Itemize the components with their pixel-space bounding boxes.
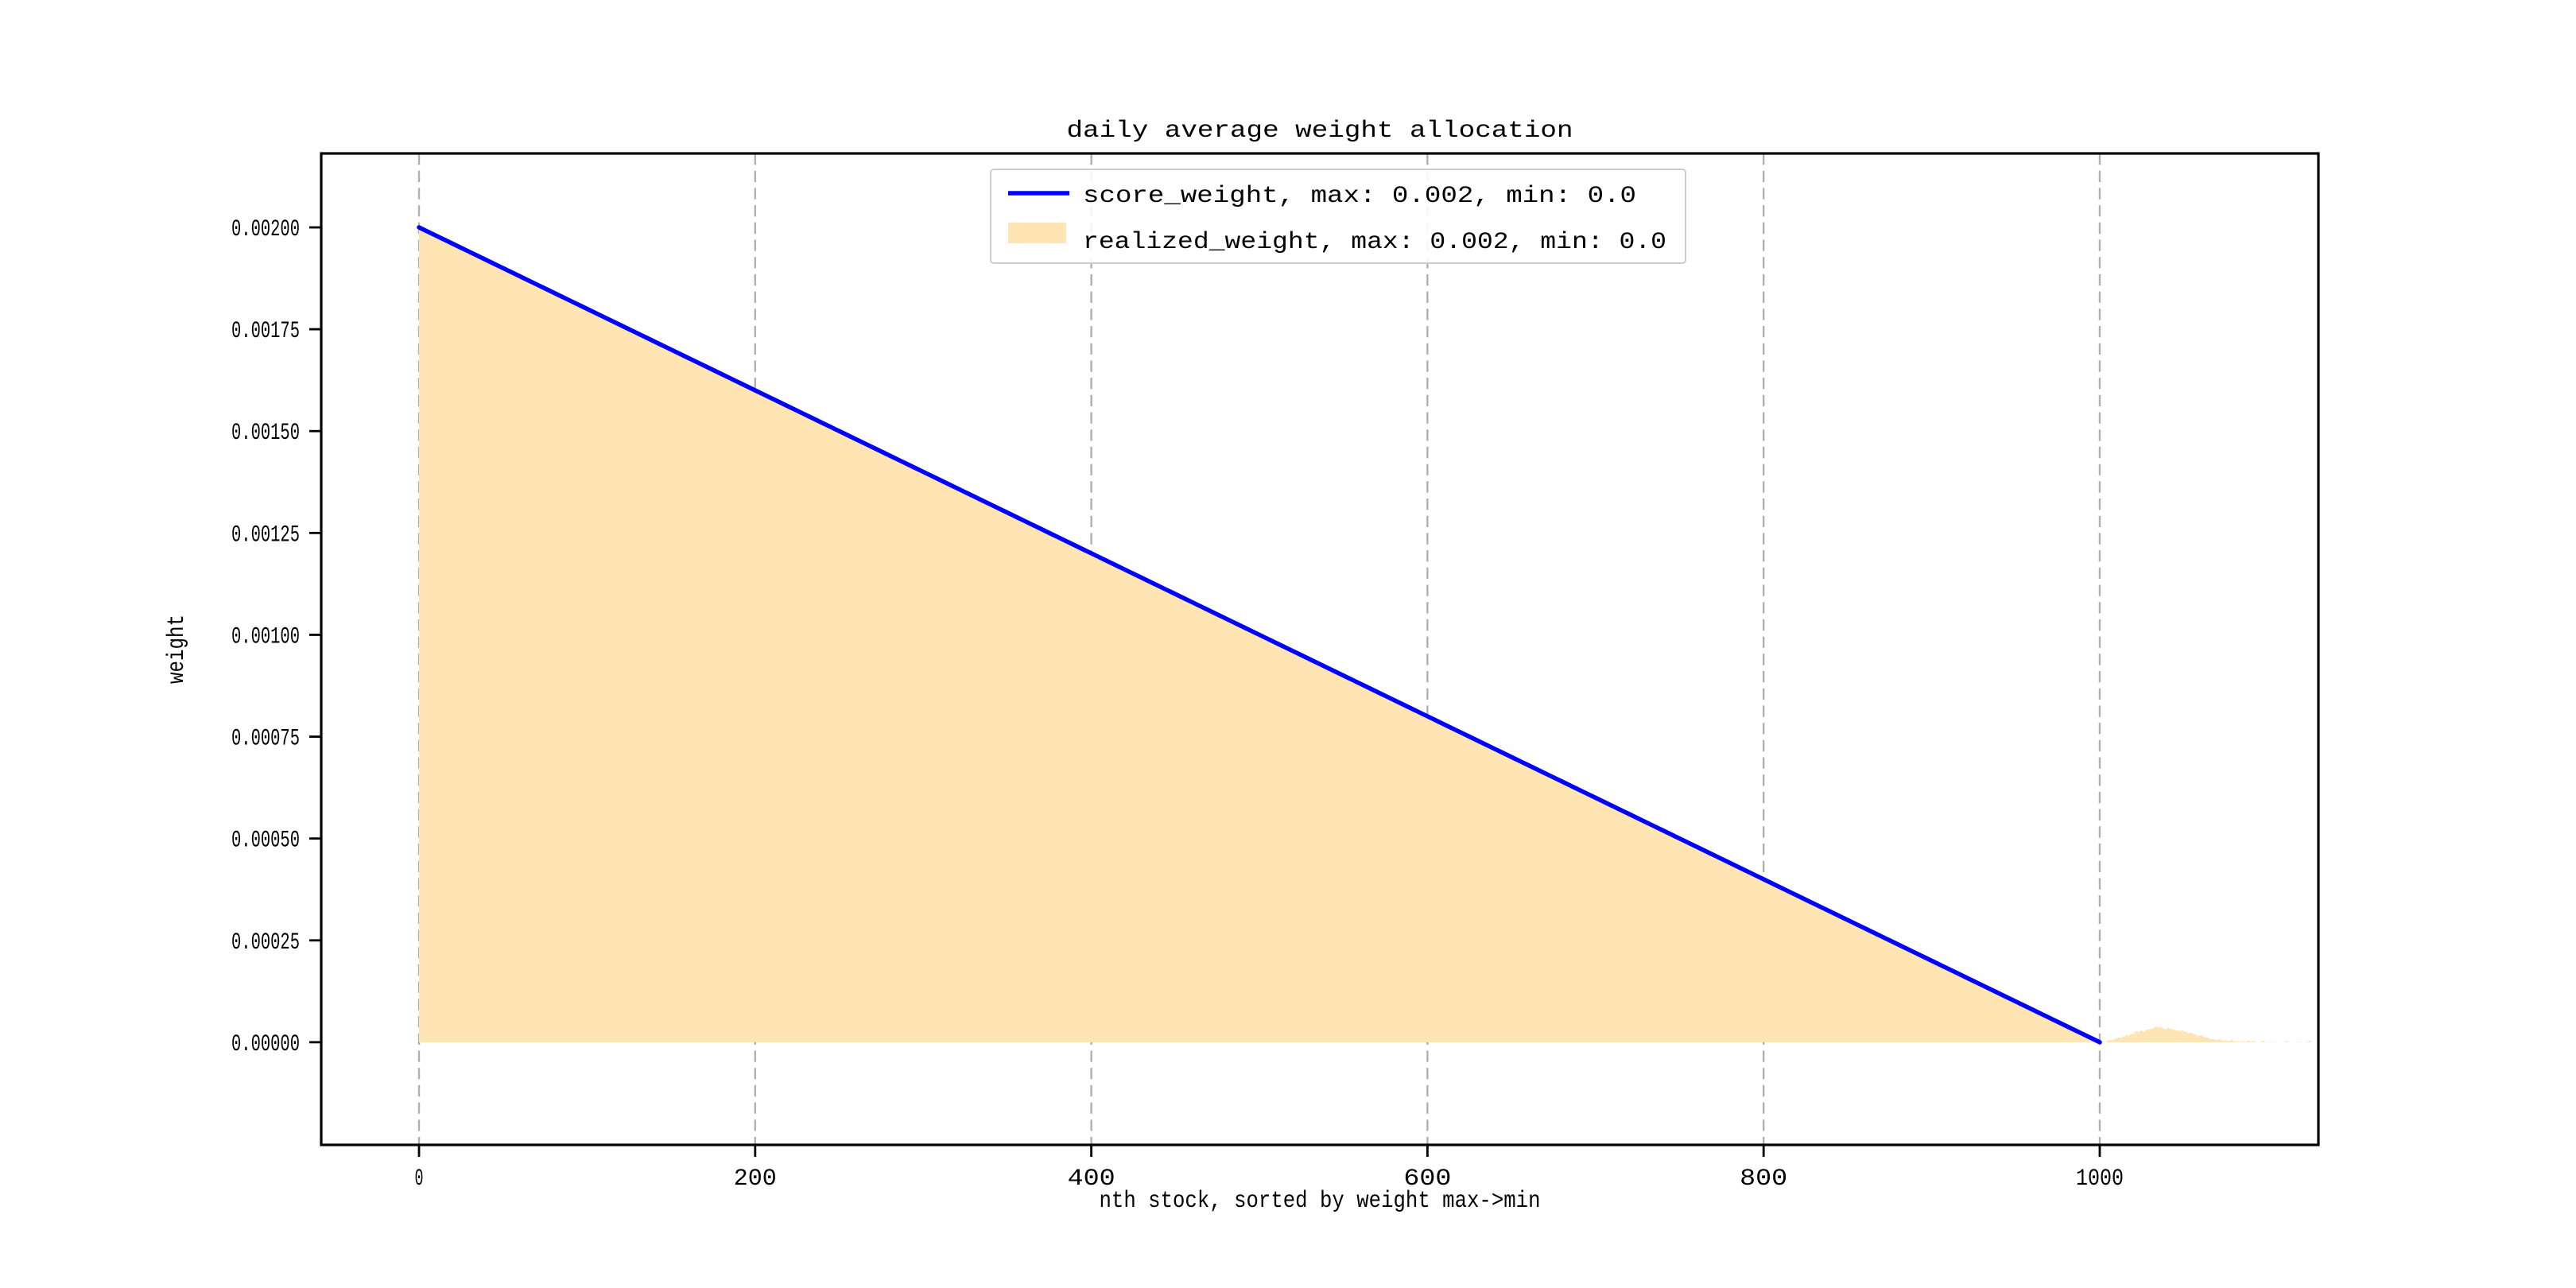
svg-text:0.00050: 0.00050 <box>231 827 300 854</box>
svg-text:0.00075: 0.00075 <box>231 725 300 752</box>
svg-text:score_weight, max: 0.002, min:: score_weight, max: 0.002, min: 0.0 <box>1083 182 1636 209</box>
svg-text:realized_weight, max: 0.002, m: realized_weight, max: 0.002, min: 0.0 <box>1083 228 1666 255</box>
svg-text:1000: 1000 <box>2076 1165 2124 1192</box>
svg-text:weight: weight <box>163 615 190 684</box>
svg-text:0.00025: 0.00025 <box>231 929 300 956</box>
svg-text:0.00175: 0.00175 <box>231 317 300 344</box>
svg-text:daily average weight allocatio: daily average weight allocation <box>1067 117 1573 144</box>
svg-text:0.00000: 0.00000 <box>231 1030 300 1057</box>
svg-text:0: 0 <box>415 1165 424 1192</box>
svg-text:200: 200 <box>734 1165 777 1192</box>
svg-text:nth stock, sorted by weight ma: nth stock, sorted by weight max->min <box>1100 1187 1541 1214</box>
svg-text:0.00125: 0.00125 <box>231 521 300 548</box>
svg-text:0.00100: 0.00100 <box>231 623 300 650</box>
svg-text:0.00150: 0.00150 <box>231 419 300 446</box>
svg-text:800: 800 <box>1740 1165 1787 1192</box>
svg-text:0.00200: 0.00200 <box>231 215 300 242</box>
